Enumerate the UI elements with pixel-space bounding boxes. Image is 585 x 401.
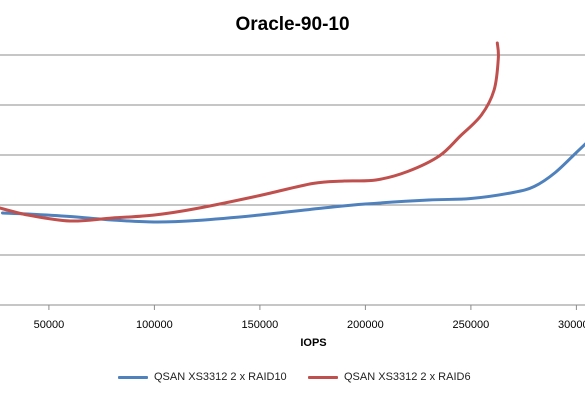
x-tick-label-100000: 100000 — [136, 319, 173, 331]
x-axis-label: IOPS — [300, 337, 327, 349]
series-line-raid6 — [0, 41, 500, 223]
x-tick-label-250000: 250000 — [453, 319, 490, 331]
x-tick-label-200000: 200000 — [347, 319, 384, 331]
x-tick-label-150000: 150000 — [242, 319, 279, 331]
series-line-raid10 — [1, 142, 585, 224]
legend-label-raid6: QSAN XS3312 2 x RAID6 — [344, 371, 471, 383]
x-tick-label-50000: 50000 — [34, 319, 65, 331]
legend-item-raid10: QSAN XS3312 2 x RAID10 — [118, 371, 287, 383]
legend-label-raid10: QSAN XS3312 2 x RAID10 — [154, 371, 287, 383]
legend: QSAN XS3312 2 x RAID10 QSAN XS3312 2 x R… — [0, 371, 585, 389]
legend-swatch-raid6 — [308, 375, 338, 379]
legend-item-raid6: QSAN XS3312 2 x RAID6 — [308, 371, 471, 383]
chart-title: Oracle-90-10 — [235, 14, 350, 35]
x-tick-label-300000: 300000 — [558, 319, 585, 331]
legend-swatch-raid10 — [118, 375, 148, 379]
